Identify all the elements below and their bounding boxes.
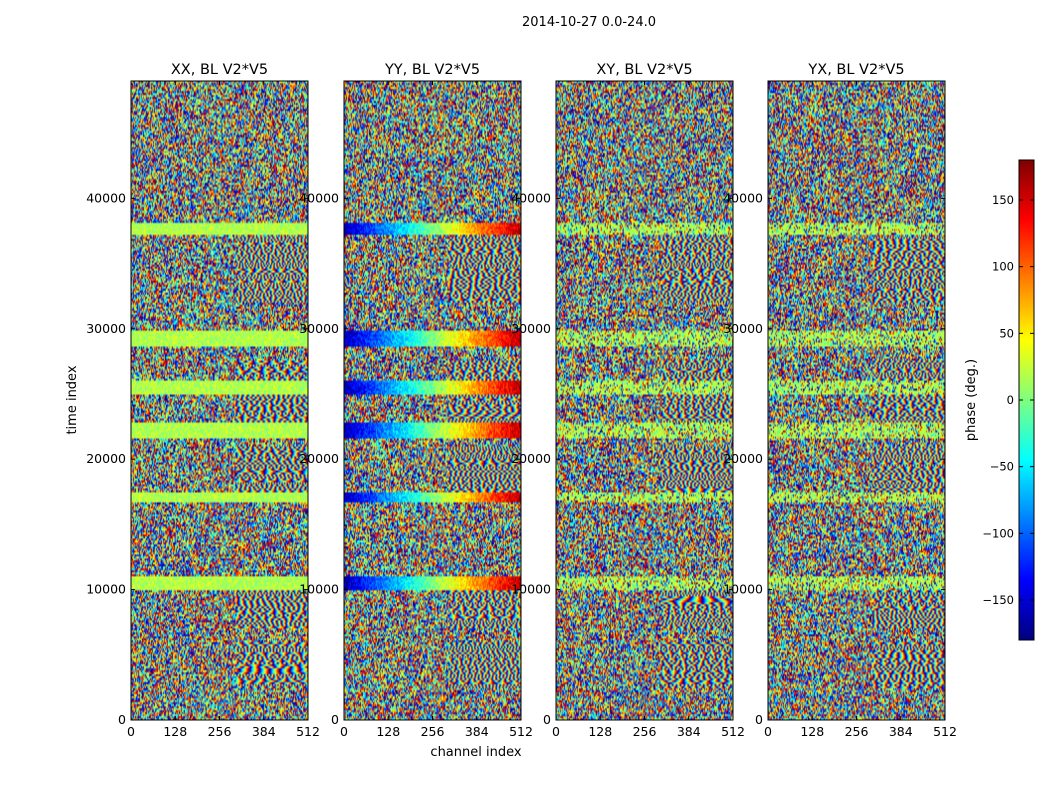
y-tick-label: 10000: [299, 582, 339, 597]
panel-xx: XX, BL V2*V5 0 128 256 384 512 0 10000 20000 3000…: [86, 62, 320, 739]
figure-suptitle: 2014-10-27 0.0-24.0: [522, 15, 656, 30]
y-tick-label: 0: [118, 712, 126, 727]
y-tick-label: 0: [331, 712, 339, 727]
x-tick-label: 0: [764, 724, 772, 739]
x-tick-label: 128: [588, 724, 612, 739]
x-tick-label: 128: [800, 724, 824, 739]
colorbar-tick-label: 50: [999, 326, 1014, 340]
panel-yx: YX, BL V2*V5 0 128 256 384 512 0 10000 20000 3000…: [723, 62, 957, 739]
colorbar-tick-label: 150: [992, 193, 1014, 207]
y-tick-label: 20000: [86, 451, 126, 466]
x-tick-label: 384: [252, 724, 276, 739]
x-tick-label: 384: [677, 724, 701, 739]
colorbar-label: phase (deg.): [964, 359, 979, 441]
y-tick-label: 40000: [723, 190, 763, 205]
x-tick-label: 512: [721, 724, 745, 739]
y-tick-label: 20000: [511, 451, 551, 466]
panel-title: XY, BL V2*V5: [596, 62, 692, 78]
y-tick-label: 0: [543, 712, 551, 727]
x-tick-label: 128: [163, 724, 187, 739]
x-tick-label: 0: [340, 724, 348, 739]
x-tick-label: 512: [933, 724, 957, 739]
y-axis-label: time index: [65, 365, 80, 434]
phase-heatmap-yy: [344, 81, 521, 720]
x-tick-label: 256: [421, 724, 445, 739]
x-tick-label: 384: [465, 724, 489, 739]
panel-title: YX, BL V2*V5: [807, 62, 904, 78]
phase-heatmap-xx: [131, 81, 308, 720]
y-tick-label: 30000: [511, 321, 551, 336]
y-tick-label: 10000: [723, 582, 763, 597]
panel-xy: XY, BL V2*V5 0 128 256 384 512 0 10000 20000 3000…: [511, 62, 745, 739]
y-tick-label: 40000: [86, 190, 126, 205]
x-tick-label: 512: [509, 724, 533, 739]
x-tick-label: 0: [127, 724, 135, 739]
panels-group: XX, BL V2*V5 0 128 256 384 512 0 10000 20000 3000…: [86, 62, 957, 739]
y-tick-label: 10000: [511, 582, 551, 597]
y-tick-label: 0: [755, 712, 763, 727]
colorbar: −150 −100 −50 0 50 100 150: [982, 159, 1035, 641]
y-tick-label: 30000: [299, 321, 339, 336]
panel-title: YY, BL V2*V5: [384, 62, 480, 78]
phase-heatmap-xy: [556, 81, 733, 720]
x-tick-label: 512: [296, 724, 320, 739]
colorbar-tick-label: −50: [990, 460, 1014, 474]
y-tick-label: 20000: [299, 451, 339, 466]
x-tick-label: 256: [845, 724, 869, 739]
colorbar-tick-label: 0: [1007, 393, 1014, 407]
colorbar-tick-label: −100: [982, 526, 1014, 540]
x-tick-label: 128: [376, 724, 400, 739]
x-tick-label: 256: [633, 724, 657, 739]
x-axis-label: channel index: [430, 745, 521, 760]
y-tick-label: 40000: [511, 190, 551, 205]
x-tick-label: 384: [889, 724, 913, 739]
colorbar-tick-label: −150: [982, 593, 1014, 607]
phase-heatmap-yx: [768, 81, 945, 720]
panel-yy: YY, BL V2*V5 0 128 256 384 512 0 10000 20000 3000…: [299, 62, 533, 739]
y-tick-label: 40000: [299, 190, 339, 205]
y-tick-label: 10000: [86, 582, 126, 597]
x-tick-label: 256: [208, 724, 232, 739]
y-tick-label: 30000: [86, 321, 126, 336]
panel-title: XX, BL V2*V5: [171, 62, 268, 78]
colorbar-tick-label: 100: [992, 260, 1014, 274]
y-tick-label: 30000: [723, 321, 763, 336]
x-tick-label: 0: [552, 724, 560, 739]
y-tick-label: 20000: [723, 451, 763, 466]
